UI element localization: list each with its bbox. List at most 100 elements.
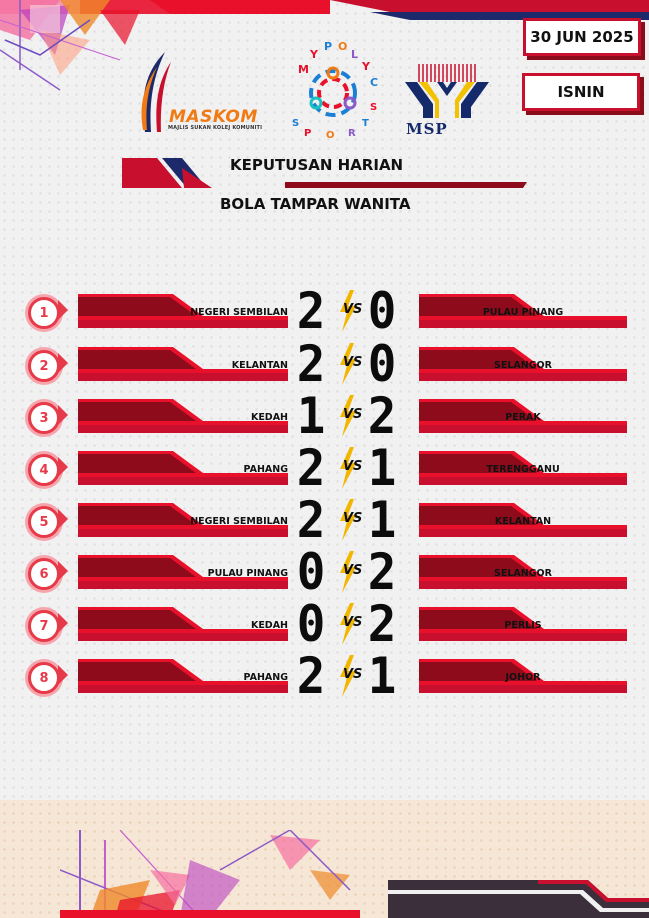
polyc-sports-logo: M Y P O L Y C S P O R T S (292, 40, 378, 138)
away-score: 2 (367, 387, 397, 445)
match-number-pointer (58, 300, 68, 320)
home-team-name: PAHANG (243, 464, 289, 475)
svg-text:Y: Y (361, 60, 371, 73)
home-score: 1 (296, 387, 326, 445)
match-row: 8 PAHANG JOHOR 2 VS 1 (0, 651, 649, 711)
away-team-name: SELANGOR (494, 360, 552, 371)
home-team-banner (78, 347, 288, 381)
svg-text:C: C (370, 76, 378, 89)
match-number-pointer (58, 561, 68, 581)
svg-text:S: S (292, 118, 299, 129)
away-team-banner (419, 294, 627, 328)
away-score: 1 (367, 647, 397, 705)
vs-label: VS (343, 355, 363, 370)
lightning-icon (340, 395, 356, 437)
home-team-banner (78, 451, 288, 485)
away-team-name: TERENGGANU (486, 464, 560, 475)
home-team-banner (78, 659, 288, 693)
home-team-banner (78, 607, 288, 641)
match-number: 7 (28, 610, 60, 642)
match-number: 3 (28, 402, 60, 434)
away-team-banner (419, 503, 627, 537)
lightning-icon (340, 551, 356, 593)
away-team-name: SELANGOR (494, 568, 552, 579)
match-number: 8 (28, 662, 60, 694)
day-badge: ISNIN (522, 73, 640, 111)
lightning-icon (340, 603, 356, 645)
match-row: 4 PAHANG TERENGGANU 2 VS 1 (0, 443, 649, 503)
away-team-banner (419, 659, 627, 693)
away-score: 0 (367, 335, 397, 393)
msp-logo (405, 64, 489, 118)
match-number: 4 (28, 454, 60, 486)
home-team-name: KEDAH (250, 620, 288, 631)
top-left-decoration (0, 0, 330, 91)
home-score: 2 (296, 439, 326, 497)
vs-label: VS (343, 667, 363, 682)
match-number: 5 (28, 506, 60, 538)
match-number-pointer (58, 509, 68, 529)
svg-text:S: S (370, 102, 377, 113)
match-number: 6 (28, 558, 60, 590)
away-team-name: PERAK (505, 412, 541, 423)
home-score: 0 (296, 595, 326, 653)
bottom-left-decoration (60, 830, 360, 918)
match-row: 7 KEDAH PERLIS 0 VS 2 (0, 599, 649, 659)
home-team-banner (78, 294, 288, 328)
maskom-subtitle: MAJLIS SUKAN KOLEJ KOMUNITI (168, 125, 263, 131)
home-score: 2 (296, 282, 326, 340)
svg-text:T: T (362, 118, 369, 129)
match-number-pointer (58, 613, 68, 633)
home-score: 2 (296, 335, 326, 393)
home-score: 2 (296, 647, 326, 705)
away-score: 2 (367, 595, 397, 653)
away-team-name: PERLIS (504, 620, 542, 631)
svg-text:P: P (324, 40, 332, 53)
svg-text:Y: Y (309, 48, 319, 61)
lightning-icon (340, 343, 356, 385)
svg-text:P: P (304, 128, 311, 138)
match-number-pointer (58, 665, 68, 685)
svg-text:O: O (326, 130, 335, 138)
vs-label: VS (343, 511, 363, 526)
vs-label: VS (343, 615, 363, 630)
msp-wordmark: MSP (406, 120, 448, 138)
svg-text:O: O (338, 40, 347, 53)
home-team-name: NEGERI SEMBILAN (190, 307, 288, 318)
away-score: 1 (367, 491, 397, 549)
maskom-logo (141, 52, 171, 132)
away-team-banner (419, 399, 627, 433)
away-team-banner (419, 347, 627, 381)
match-number: 1 (28, 297, 60, 329)
vs-label: VS (343, 459, 363, 474)
lightning-icon (340, 447, 356, 489)
match-number-pointer (58, 353, 68, 373)
match-row: 6 PULAU PINANG SELANGOR 0 VS 2 (0, 547, 649, 607)
away-team-name: PULAU PINANG (482, 307, 564, 318)
home-team-name: KEDAH (250, 412, 288, 423)
page-title: KEPUTUSAN HARIAN (230, 156, 404, 174)
home-team-banner (78, 399, 288, 433)
away-team-banner (419, 555, 627, 589)
match-number-pointer (58, 457, 68, 477)
heading-underline (285, 182, 527, 188)
home-team-name: NEGERI SEMBILAN (190, 516, 288, 527)
match-number: 2 (28, 350, 60, 382)
match-row: 2 KELANTAN SELANGOR 2 VS 0 (0, 339, 649, 399)
match-row: 3 KEDAH PERAK 1 VS 2 (0, 391, 649, 451)
home-team-name: PULAU PINANG (207, 568, 288, 579)
away-team-name: JOHOR (505, 672, 541, 683)
away-team-banner (419, 451, 627, 485)
home-team-banner (78, 503, 288, 537)
vs-label: VS (343, 407, 363, 422)
away-team-name: KELANTAN (494, 516, 552, 527)
lightning-icon (340, 655, 356, 697)
home-team-name: PAHANG (243, 672, 289, 683)
home-team-name: KELANTAN (231, 360, 288, 371)
match-row: 5 NEGERI SEMBILAN KELANTAN 2 VS 1 (0, 495, 649, 555)
away-score: 0 (367, 282, 397, 340)
heading-accent (122, 158, 212, 188)
away-score: 2 (367, 543, 397, 601)
date-badge: 30 JUN 2025 (523, 18, 641, 56)
bottom-right-decoration (388, 880, 649, 918)
